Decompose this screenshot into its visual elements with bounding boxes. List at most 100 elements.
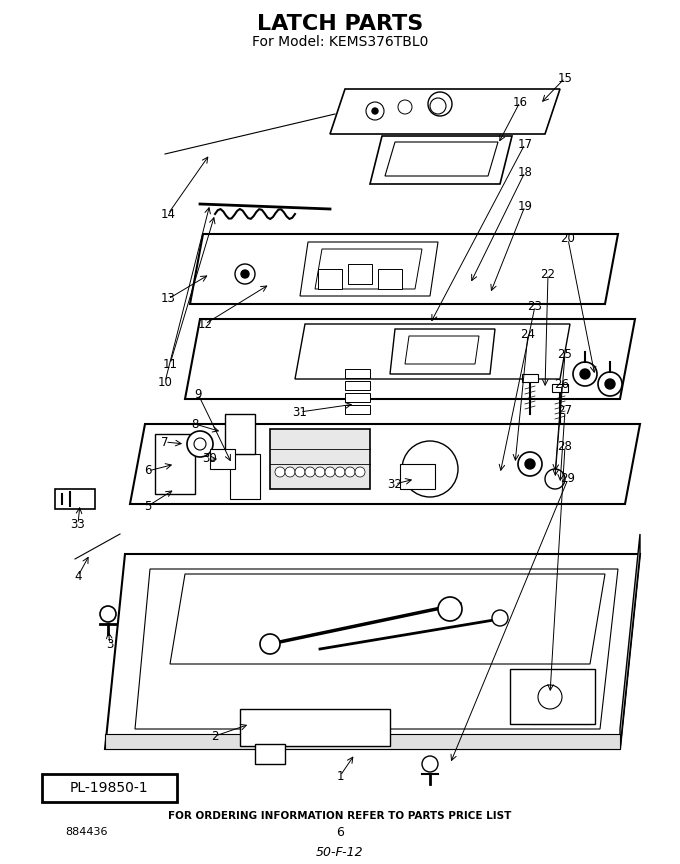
Circle shape [545,469,565,489]
Text: 16: 16 [513,96,528,109]
Circle shape [422,756,438,772]
Text: 32: 32 [388,478,403,491]
Polygon shape [345,369,370,378]
Text: 25: 25 [558,347,573,360]
Polygon shape [225,414,255,454]
Circle shape [241,270,249,278]
Polygon shape [405,336,479,364]
Bar [42,774,177,802]
Polygon shape [510,669,595,724]
Text: 27: 27 [558,404,573,417]
Polygon shape [155,434,195,494]
Text: 31: 31 [292,405,307,418]
Text: 13: 13 [160,293,175,306]
Circle shape [538,685,562,709]
Text: 2: 2 [211,729,219,742]
Polygon shape [330,89,560,134]
Polygon shape [370,136,512,184]
Text: 11: 11 [163,358,177,371]
Text: 22: 22 [541,268,556,281]
Polygon shape [345,393,370,402]
Polygon shape [318,269,342,289]
Circle shape [372,108,378,114]
Circle shape [260,634,280,654]
Polygon shape [530,674,590,724]
Polygon shape [295,324,570,379]
Text: 19: 19 [517,200,532,213]
Polygon shape [522,374,538,382]
Circle shape [335,467,345,477]
Text: 14: 14 [160,207,175,220]
Text: 12: 12 [197,317,212,331]
Polygon shape [170,574,605,664]
Polygon shape [135,569,618,729]
Text: 50-F-12: 50-F-12 [316,846,364,859]
Circle shape [275,467,285,477]
Circle shape [430,98,446,114]
Circle shape [402,441,458,497]
Polygon shape [185,319,635,399]
Polygon shape [105,554,640,749]
Text: 29: 29 [560,473,575,486]
Polygon shape [378,269,402,289]
Polygon shape [552,384,568,392]
Circle shape [518,452,542,476]
Text: 5: 5 [144,499,152,512]
Text: 28: 28 [558,440,573,453]
Circle shape [355,467,365,477]
Circle shape [598,372,622,396]
Polygon shape [55,489,95,509]
Text: 33: 33 [71,518,86,530]
Text: 30: 30 [203,453,218,466]
Circle shape [580,369,590,379]
Polygon shape [190,234,618,304]
Circle shape [285,467,295,477]
Circle shape [295,467,305,477]
Text: 3: 3 [106,638,114,651]
Circle shape [605,379,615,389]
Text: PL-19850-1: PL-19850-1 [69,781,148,795]
Text: 24: 24 [520,327,536,340]
Circle shape [398,100,412,114]
Circle shape [345,467,355,477]
Text: 7: 7 [161,435,169,448]
Text: 6: 6 [336,825,344,838]
Polygon shape [270,429,370,489]
Text: 9: 9 [194,387,202,401]
Text: 6: 6 [144,465,152,478]
Text: 4: 4 [74,569,82,582]
Polygon shape [300,242,438,296]
Text: 10: 10 [158,376,173,389]
Circle shape [325,467,335,477]
Text: 18: 18 [517,166,532,179]
Circle shape [573,362,597,386]
Polygon shape [390,329,495,374]
Circle shape [438,597,462,621]
Text: 15: 15 [558,72,573,85]
Circle shape [194,438,206,450]
Polygon shape [385,142,498,176]
Text: 884436: 884436 [65,827,107,837]
Polygon shape [400,464,435,489]
Circle shape [235,264,255,284]
Circle shape [428,92,452,116]
Polygon shape [315,249,422,289]
Circle shape [187,431,213,457]
Text: 20: 20 [560,232,575,245]
Polygon shape [620,534,640,749]
Circle shape [100,606,116,622]
Text: FOR ORDERING INFORMATION REFER TO PARTS PRICE LIST: FOR ORDERING INFORMATION REFER TO PARTS … [169,811,511,821]
Polygon shape [230,454,260,499]
Polygon shape [240,709,390,746]
Polygon shape [105,734,620,749]
Text: 17: 17 [517,137,532,150]
Polygon shape [210,449,235,469]
Circle shape [525,459,535,469]
Polygon shape [345,405,370,414]
Text: 1: 1 [336,770,344,783]
Text: 23: 23 [528,300,543,313]
Circle shape [305,467,315,477]
Text: For Model: KEMS376TBL0: For Model: KEMS376TBL0 [252,35,428,49]
Circle shape [315,467,325,477]
Text: 8: 8 [191,417,199,430]
